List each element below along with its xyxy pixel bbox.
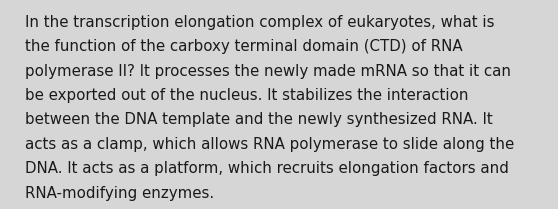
Text: DNA. It acts as a platform, which recruits elongation factors and: DNA. It acts as a platform, which recrui… <box>25 161 509 176</box>
Text: polymerase II? It processes the newly made mRNA so that it can: polymerase II? It processes the newly ma… <box>25 64 511 79</box>
Text: RNA-modifying enzymes.: RNA-modifying enzymes. <box>25 186 214 201</box>
Text: between the DNA template and the newly synthesized RNA. It: between the DNA template and the newly s… <box>25 112 493 127</box>
Text: the function of the carboxy terminal domain (CTD) of RNA: the function of the carboxy terminal dom… <box>25 39 463 54</box>
Text: acts as a clamp, which allows RNA polymerase to slide along the: acts as a clamp, which allows RNA polyme… <box>25 137 514 152</box>
Text: be exported out of the nucleus. It stabilizes the interaction: be exported out of the nucleus. It stabi… <box>25 88 469 103</box>
Text: In the transcription elongation complex of eukaryotes, what is: In the transcription elongation complex … <box>25 15 494 30</box>
